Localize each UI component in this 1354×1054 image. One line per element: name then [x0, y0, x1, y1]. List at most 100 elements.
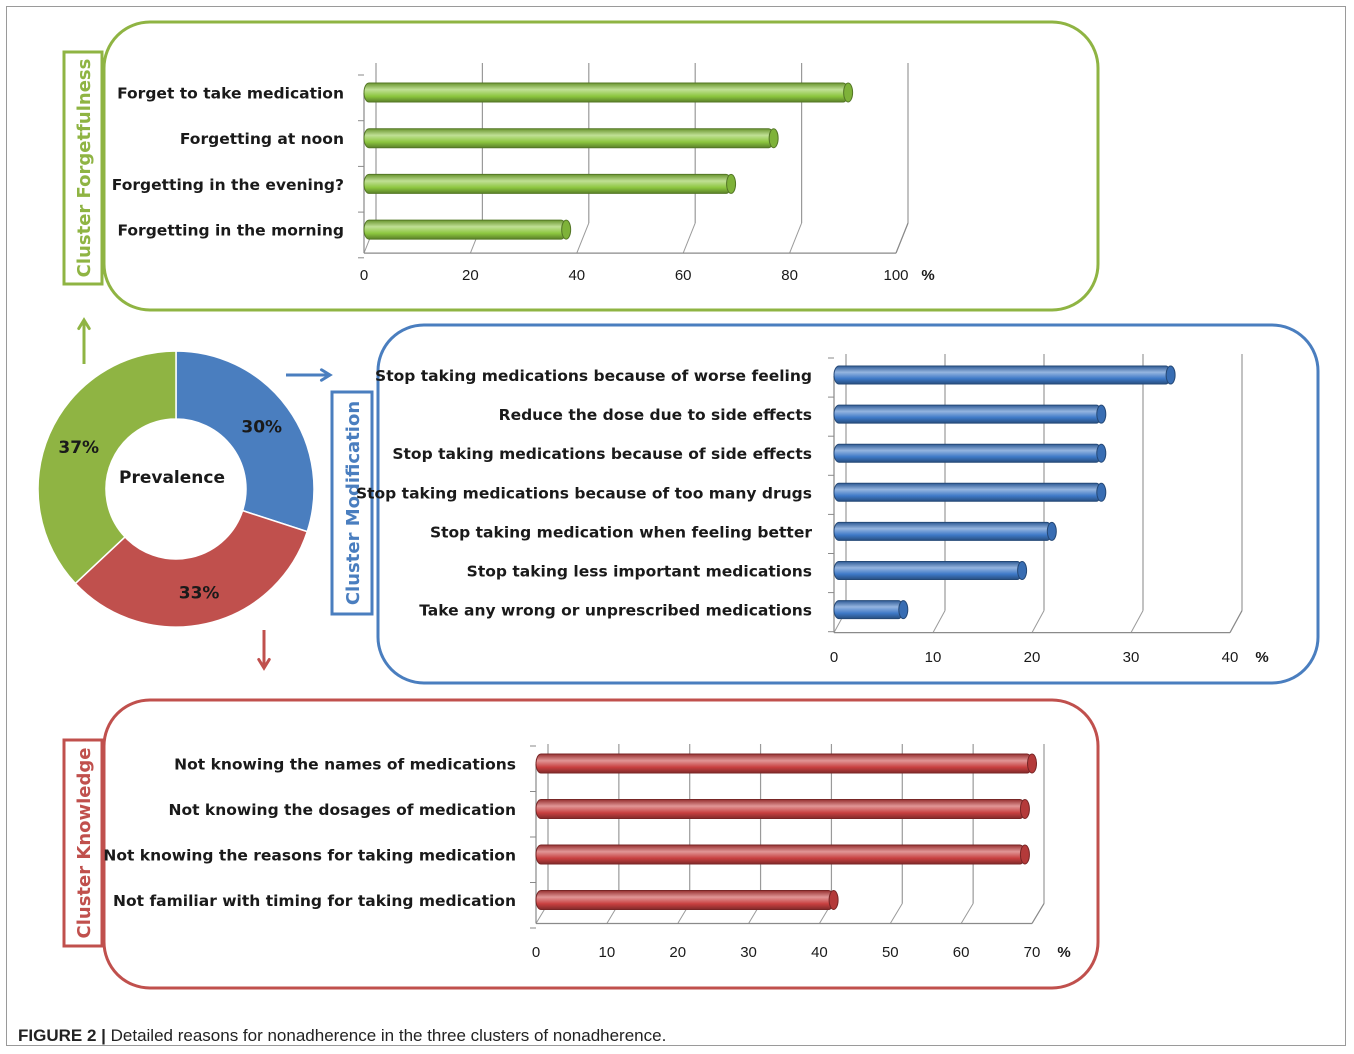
- bar: [535, 753, 1033, 774]
- bar: [363, 219, 567, 240]
- bar-cap: [1019, 844, 1030, 865]
- x-axis-depth-line: [895, 222, 909, 254]
- donut-slice: [37, 350, 177, 585]
- bar: [363, 82, 849, 103]
- x-tick-label: 60: [953, 944, 970, 961]
- donut-chart: 30% 33% 37% Prevalence: [37, 350, 315, 628]
- figure-frame: [6, 6, 1346, 1046]
- caption-text: Detailed reasons for nonadherence in the…: [105, 1026, 667, 1045]
- category-label: Forgetting at noon: [180, 130, 344, 148]
- x-tick-label: 50: [882, 944, 899, 961]
- bar: [833, 365, 1172, 385]
- x-unit-label: %: [921, 267, 934, 284]
- bar: [363, 173, 732, 194]
- bar-cap: [828, 890, 839, 910]
- bar-cap: [843, 82, 854, 103]
- x-tick-label: 20: [1024, 649, 1041, 666]
- bar: [535, 799, 1026, 819]
- grid-floor-line: [960, 903, 974, 924]
- bar: [535, 890, 835, 910]
- panel-title-tag: [330, 390, 374, 616]
- bar-cap: [1019, 799, 1030, 819]
- panel-title-tag: [62, 738, 104, 948]
- x-axis-depth-line: [1031, 903, 1045, 924]
- panel-frame: [102, 20, 1100, 312]
- bar-cap: [1017, 561, 1028, 580]
- bar-cap: [1096, 404, 1107, 424]
- arrow-up-icon: [77, 317, 91, 364]
- donut-value-label: 30%: [241, 418, 282, 438]
- bar: [833, 482, 1102, 502]
- category-label: Not familiar with timing for taking medi…: [113, 892, 516, 910]
- bar-cap: [1096, 482, 1107, 502]
- category-label: Not knowing the reasons for taking medic…: [103, 847, 516, 865]
- category-label: Forgetting in the evening?: [112, 176, 344, 194]
- panel-title: Cluster Modification: [343, 401, 364, 605]
- bar-cap: [561, 219, 572, 240]
- x-tick-label: 60: [675, 267, 692, 284]
- bar: [833, 600, 904, 620]
- panel-frame: [102, 698, 1100, 990]
- grid-floor-line: [889, 903, 903, 924]
- category-label: Stop taking medications because of too m…: [356, 484, 812, 502]
- bar: [833, 521, 1053, 541]
- bar-cap: [1165, 365, 1176, 385]
- bar-cap: [726, 173, 737, 194]
- grid-floor-line: [682, 222, 696, 254]
- grid-floor-line: [1130, 610, 1144, 633]
- bar: [833, 561, 1023, 580]
- x-tick-label: 0: [830, 649, 838, 666]
- bar-chart-knowledge: Cluster Knowledge Not knowing the names o…: [62, 698, 1100, 990]
- panel-frame: [376, 323, 1320, 685]
- category-label: Take any wrong or unprescribed medicatio…: [419, 602, 812, 620]
- x-tick-label: 40: [568, 267, 585, 284]
- x-tick-label: 40: [811, 944, 828, 961]
- category-label: Reduce the dose due to side effects: [499, 406, 812, 424]
- grid-floor-line: [1031, 610, 1045, 633]
- grid-floor-line: [932, 610, 946, 633]
- bar: [833, 404, 1102, 424]
- grid-floor-line: [789, 222, 803, 254]
- arrow-right-icon: [286, 368, 333, 382]
- x-tick-label: 0: [532, 944, 540, 961]
- donut-value-label: 37%: [58, 438, 99, 458]
- x-tick-label: 100: [883, 267, 908, 284]
- bar-cap: [1027, 753, 1037, 774]
- figure-caption: FIGURE 2 | Detailed reasons for nonadher…: [18, 1026, 666, 1046]
- category-label: Stop taking medications because of worse…: [375, 367, 812, 385]
- panel-title: Cluster Forgetfulness: [74, 59, 95, 278]
- donut-slice: [175, 350, 315, 533]
- x-tick-label: 70: [1024, 944, 1041, 961]
- x-unit-label: %: [1057, 944, 1070, 961]
- panel-title-tag: [62, 50, 104, 286]
- donut-center-label: Prevalence: [119, 468, 225, 488]
- bar-cap: [898, 600, 909, 620]
- panel-title: Cluster Knowledge: [74, 748, 95, 939]
- x-axis-depth-line: [1229, 610, 1243, 633]
- bar-cap: [1096, 443, 1107, 463]
- bar-chart-forgetfulness: Cluster Forgetfulness Forget to take medi…: [62, 20, 1100, 312]
- x-tick-label: 20: [462, 267, 479, 284]
- bar: [535, 844, 1026, 865]
- category-label: Stop taking medication when feeling bett…: [430, 523, 812, 541]
- x-tick-label: 30: [1123, 649, 1140, 666]
- bar-cap: [1046, 521, 1057, 541]
- category-label: Stop taking less important medications: [467, 563, 812, 581]
- bar: [363, 128, 775, 149]
- x-tick-label: 80: [781, 267, 798, 284]
- arrow-down-icon: [257, 630, 271, 671]
- caption-label: FIGURE 2 |: [18, 1026, 106, 1045]
- x-tick-label: 30: [740, 944, 757, 961]
- bar-cap: [768, 128, 779, 149]
- donut-slice: [74, 509, 309, 628]
- x-tick-label: 40: [1222, 649, 1239, 666]
- bar: [833, 443, 1102, 463]
- x-tick-label: 20: [669, 944, 686, 961]
- x-tick-label: 10: [925, 649, 942, 666]
- donut-value-label: 33%: [179, 583, 220, 603]
- category-label: Stop taking medications because of side …: [392, 445, 812, 463]
- category-label: Not knowing the names of medications: [174, 756, 516, 774]
- x-tick-label: 10: [599, 944, 616, 961]
